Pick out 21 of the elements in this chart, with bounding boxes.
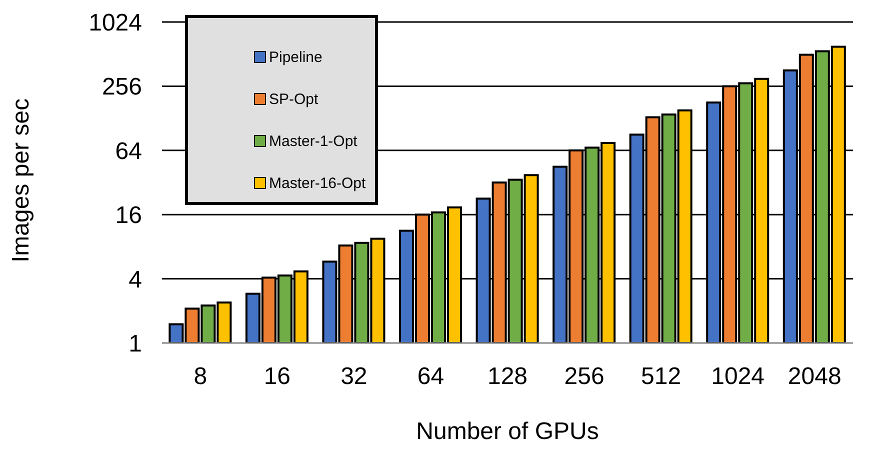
legend-label: Master-16-Opt — [269, 174, 366, 192]
x-tick-label: 512 — [641, 363, 682, 390]
x-tick-label: 128 — [487, 363, 528, 390]
y-tick-label: 4 — [128, 266, 142, 294]
x-axis-title: Number of GPUs — [416, 418, 599, 445]
x-tick-label: 256 — [564, 363, 604, 390]
y-tick-label: 1 — [128, 330, 142, 358]
x-tick-label: 1024 — [711, 363, 765, 390]
y-tick-label: 1024 — [88, 10, 142, 37]
y-tick-label: 64 — [115, 138, 142, 165]
x-tick-label: 16 — [264, 363, 291, 390]
x-tick-label: 2048 — [788, 363, 842, 390]
x-tick-label: 32 — [340, 363, 368, 390]
y-tick-label: 16 — [115, 202, 142, 230]
legend-label: Master-1-Opt — [269, 132, 358, 150]
y-tick-label: 256 — [102, 74, 142, 101]
x-tick-label: 64 — [417, 363, 444, 390]
x-tick-label: 8 — [194, 363, 208, 390]
legend-label: SP-Opt — [269, 90, 318, 108]
legend-label: Pipeline — [269, 48, 322, 66]
y-axis-title: Images per sec — [8, 98, 35, 262]
